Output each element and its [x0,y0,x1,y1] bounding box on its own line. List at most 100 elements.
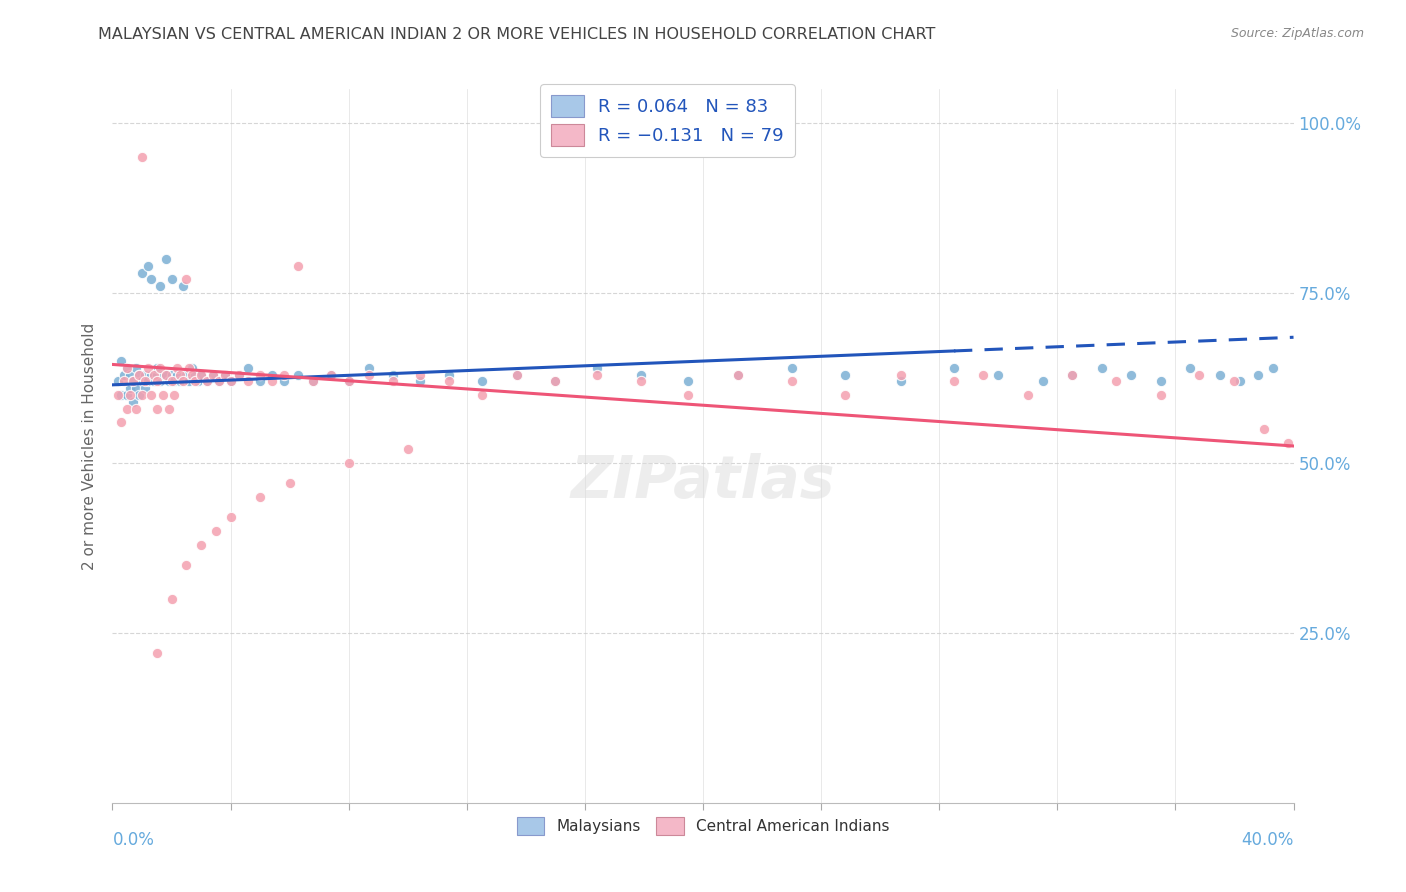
Point [727,368,749,382]
Point [1150,388,1173,402]
Point [678,375,700,389]
Point [890,368,912,382]
Point [470,388,494,402]
Point [1188,368,1211,382]
Point [160,591,183,606]
Point [152,368,174,382]
Point [110,354,132,368]
Point [128,368,150,382]
Point [163,375,186,389]
Text: ZIPatlas: ZIPatlas [571,453,835,510]
Point [1229,375,1251,389]
Point [1091,360,1114,375]
Point [273,368,295,382]
Point [249,375,271,389]
Point [131,150,153,164]
Point [110,415,132,429]
Point [437,375,460,389]
Point [174,368,197,382]
Point [136,375,159,389]
Point [278,476,301,491]
Point [107,388,129,402]
Point [122,394,145,409]
Point [120,388,142,402]
Point [780,360,803,375]
Point [172,375,194,389]
Point [678,388,700,402]
Legend: Malaysians, Central American Indians: Malaysians, Central American Indians [510,811,896,841]
Point [146,646,169,660]
Point [201,368,224,382]
Point [585,368,607,382]
Point [544,375,567,389]
Point [585,360,607,375]
Point [205,524,228,538]
Point [727,368,749,382]
Point [238,375,260,389]
Point [157,375,180,389]
Point [287,259,309,273]
Point [117,388,138,402]
Point [208,375,231,389]
Point [1247,368,1270,382]
Point [544,375,567,389]
Point [139,368,162,382]
Point [152,388,174,402]
Point [155,252,177,266]
Point [172,279,194,293]
Point [973,368,995,382]
Point [942,375,965,389]
Point [1208,368,1232,382]
Text: 40.0%: 40.0% [1241,831,1294,849]
Point [190,537,212,551]
Point [179,375,201,389]
Point [470,375,494,389]
Point [139,272,162,286]
Point [273,375,295,389]
Point [142,375,165,389]
Point [122,375,145,389]
Point [238,360,260,375]
Point [125,401,148,416]
Point [228,368,250,382]
Point [396,442,419,457]
Point [302,375,325,389]
Point [134,375,156,389]
Point [1032,375,1054,389]
Point [131,375,153,389]
Point [228,368,250,382]
Point [184,368,207,382]
Point [187,375,209,389]
Point [190,368,212,382]
Text: 0.0%: 0.0% [112,831,155,849]
Point [149,279,172,293]
Text: Source: ZipAtlas.com: Source: ZipAtlas.com [1230,27,1364,40]
Point [160,368,183,382]
Point [219,510,242,524]
Point [1178,360,1201,375]
Point [139,388,162,402]
Point [208,375,231,389]
Point [166,360,188,375]
Point [1150,375,1173,389]
Point [1261,360,1284,375]
Point [260,375,283,389]
Point [149,360,172,375]
Point [337,456,360,470]
Point [987,368,1010,382]
Point [630,375,652,389]
Point [506,368,529,382]
Point [146,368,169,382]
Point [179,360,201,375]
Point [834,368,856,382]
Point [302,375,325,389]
Point [174,272,197,286]
Point [128,388,150,402]
Point [359,360,381,375]
Point [1062,368,1084,382]
Point [219,375,242,389]
Point [249,490,271,504]
Point [134,368,156,382]
Point [181,360,204,375]
Point [1253,422,1275,436]
